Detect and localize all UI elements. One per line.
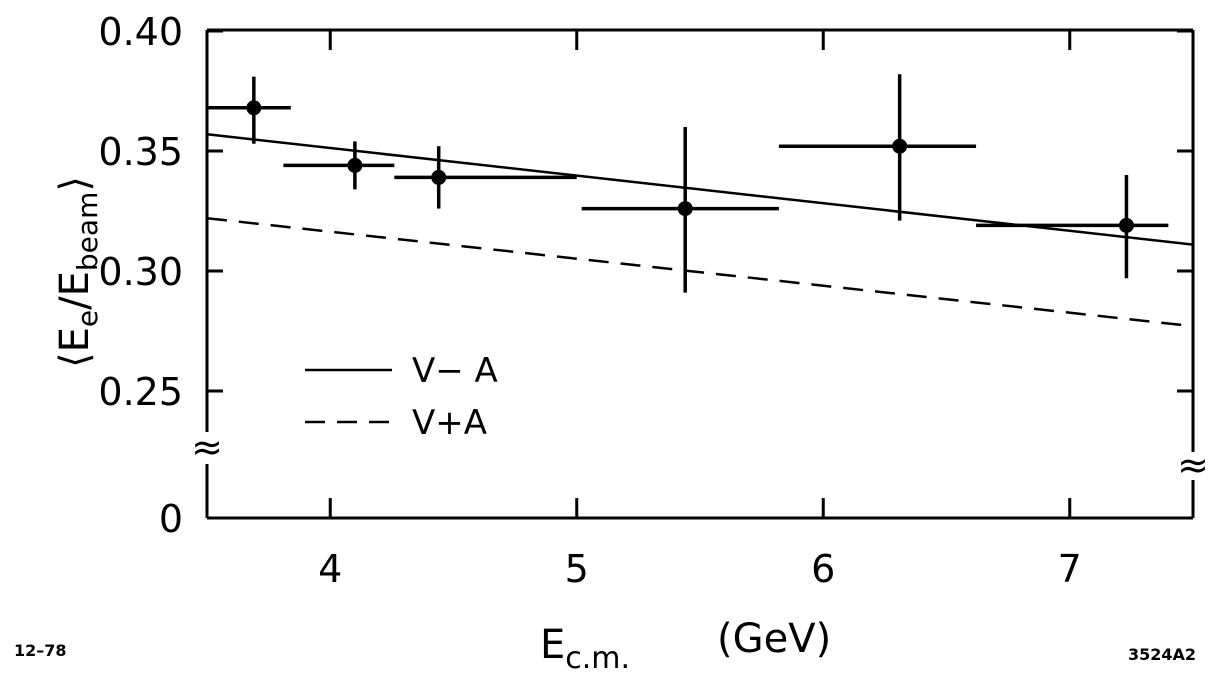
y-axis-title-open: ⟨ — [52, 352, 98, 368]
y-tick-label: 0.25 — [98, 370, 183, 414]
x-axis-title-main: E — [540, 622, 565, 668]
x-tick-label: 4 — [318, 547, 342, 591]
data-point-group — [283, 141, 395, 190]
axis-break-right: ≈ — [1177, 443, 1209, 487]
data-point-group — [976, 175, 1169, 279]
x-tick-label: 6 — [811, 547, 835, 591]
data-point-group — [207, 76, 291, 144]
svg-text:Ec.m.: Ec.m. — [540, 622, 630, 676]
y-tick-label: 0.40 — [98, 10, 183, 54]
data-point-marker — [1118, 217, 1134, 233]
data-point-marker — [246, 100, 262, 116]
data-point-marker — [892, 138, 908, 154]
data-points — [207, 74, 1169, 293]
data-point-group — [778, 74, 977, 221]
plot-frame — [205, 28, 1195, 520]
data-point-marker — [431, 169, 447, 185]
y-tick-label: 0.30 — [98, 250, 183, 294]
y-axis-title-sub-e: e — [71, 310, 104, 327]
axis-tick-labels: 0.400.350.300.250≈ ≈4 5 6 7 — [98, 10, 1209, 591]
x-tick-label: 5 — [565, 547, 589, 591]
y-axis-title-close: ⟩ — [52, 176, 98, 192]
axis-break-left: ≈ — [191, 425, 223, 469]
data-point-marker — [677, 201, 693, 217]
y-axis-title-main: E — [52, 327, 98, 352]
y-axis-title: ⟨Ee/Ebeam⟩ — [52, 176, 104, 368]
y-axis-title-sub-beam: beam — [71, 192, 104, 271]
data-point-group — [394, 146, 577, 209]
y-axis-title-slash: /E — [52, 271, 98, 310]
x-axis-title: Ec.m. (GeV) — [540, 616, 831, 676]
y-tick-label: 0.35 — [98, 130, 183, 174]
axis-ticks — [207, 29, 1193, 518]
svg-text:⟨Ee/Ebeam⟩: ⟨Ee/Ebeam⟩ — [52, 176, 104, 368]
legend: V− A V+A — [305, 351, 498, 443]
x-axis-title-sub: c.m. — [565, 641, 630, 676]
y-tick-label-zero: 0 — [159, 497, 183, 541]
figure-code-left: 12–78 — [14, 641, 67, 660]
v-plus-a-line — [206, 216, 1194, 328]
x-axis-unit: (GeV) — [717, 616, 831, 662]
legend-label-v-minus-a: V− A — [412, 351, 498, 391]
data-point-group — [581, 127, 779, 293]
figure-code-right: 3524A2 — [1128, 645, 1196, 664]
data-point-marker — [347, 157, 363, 173]
legend-label-v-plus-a: V+A — [412, 403, 487, 443]
x-tick-label: 7 — [1058, 547, 1082, 591]
